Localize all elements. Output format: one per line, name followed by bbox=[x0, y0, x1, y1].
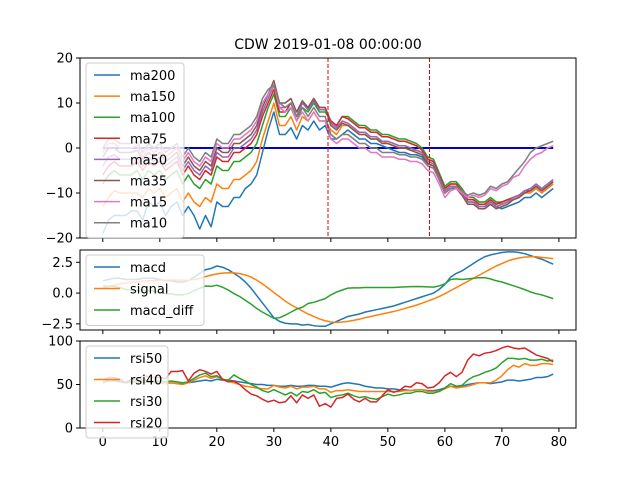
x-tick-label: 0 bbox=[99, 435, 107, 450]
y-tick-label: 0 bbox=[65, 142, 73, 157]
x-tick-label: 50 bbox=[380, 435, 397, 450]
middle-legend: macd signal macd_diff bbox=[85, 254, 205, 326]
x-tick-label: 70 bbox=[494, 435, 511, 450]
legend-label-signal: signal bbox=[130, 283, 168, 298]
y-tick-label: 0.0 bbox=[52, 287, 73, 302]
figure-title: CDW 2019-01-08 00:00:00 bbox=[234, 37, 422, 53]
x-tick-label: 40 bbox=[323, 435, 340, 450]
bottom-legend: rsi50 rsi40 rsi30 rsi20 bbox=[85, 345, 169, 439]
legend-label-ma50: ma50 bbox=[130, 153, 167, 168]
y-tick-label: 10 bbox=[56, 97, 73, 112]
legend-label-rsi30: rsi30 bbox=[130, 395, 162, 410]
legend-box bbox=[85, 345, 169, 439]
y-tick-label: 2.5 bbox=[52, 256, 73, 271]
legend-label-ma10: ma10 bbox=[130, 217, 167, 232]
y-tick-label: 20 bbox=[56, 52, 73, 67]
x-tick-label: 10 bbox=[152, 435, 169, 450]
series-line-rsi40 bbox=[102, 362, 554, 394]
legend-label-rsi20: rsi20 bbox=[130, 417, 162, 432]
legend-box bbox=[85, 62, 185, 239]
legend-label-ma200: ma200 bbox=[130, 69, 175, 84]
middle-axes-frame bbox=[79, 249, 577, 331]
legend-label-ma100: ma100 bbox=[130, 111, 175, 126]
x-tick-label: 30 bbox=[266, 435, 283, 450]
bottom-plot-area bbox=[102, 345, 554, 408]
legend-label-ma15: ma15 bbox=[130, 196, 167, 211]
x-tick-label: 20 bbox=[209, 435, 226, 450]
legend-label-rsi40: rsi40 bbox=[130, 374, 162, 389]
y-tick-label: 100 bbox=[48, 335, 73, 350]
legend-box bbox=[85, 254, 205, 326]
series-line-rsi30 bbox=[102, 357, 554, 401]
panel-middle: −2.5 0.0 2.5 macd signal macd_diff bbox=[41, 249, 577, 334]
x-tick-label: 80 bbox=[551, 435, 568, 450]
series-line-rsi20 bbox=[102, 345, 554, 408]
y-tick-label: 50 bbox=[56, 378, 73, 393]
legend-label-macd: macd bbox=[130, 261, 166, 276]
legend-label-ma35: ma35 bbox=[130, 175, 167, 190]
top-legend: ma200 ma150 ma100 ma75 ma50 ma35 ma15 ma10 bbox=[85, 62, 185, 239]
legend-label-macd_diff: macd_diff bbox=[130, 304, 194, 319]
y-tick-label: −10 bbox=[46, 187, 73, 202]
y-tick-label: −2.5 bbox=[41, 317, 73, 332]
y-tick-label: 0 bbox=[65, 422, 73, 437]
panel-top: −20−1001020ma200ma150ma100ma75ma50ma35ma… bbox=[46, 52, 577, 247]
legend-label-ma75: ma75 bbox=[130, 132, 167, 147]
legend-label-rsi50: rsi50 bbox=[130, 352, 162, 367]
legend-label-ma150: ma150 bbox=[130, 90, 175, 105]
y-tick-label: −20 bbox=[46, 232, 73, 247]
x-tick-label: 60 bbox=[437, 435, 454, 450]
